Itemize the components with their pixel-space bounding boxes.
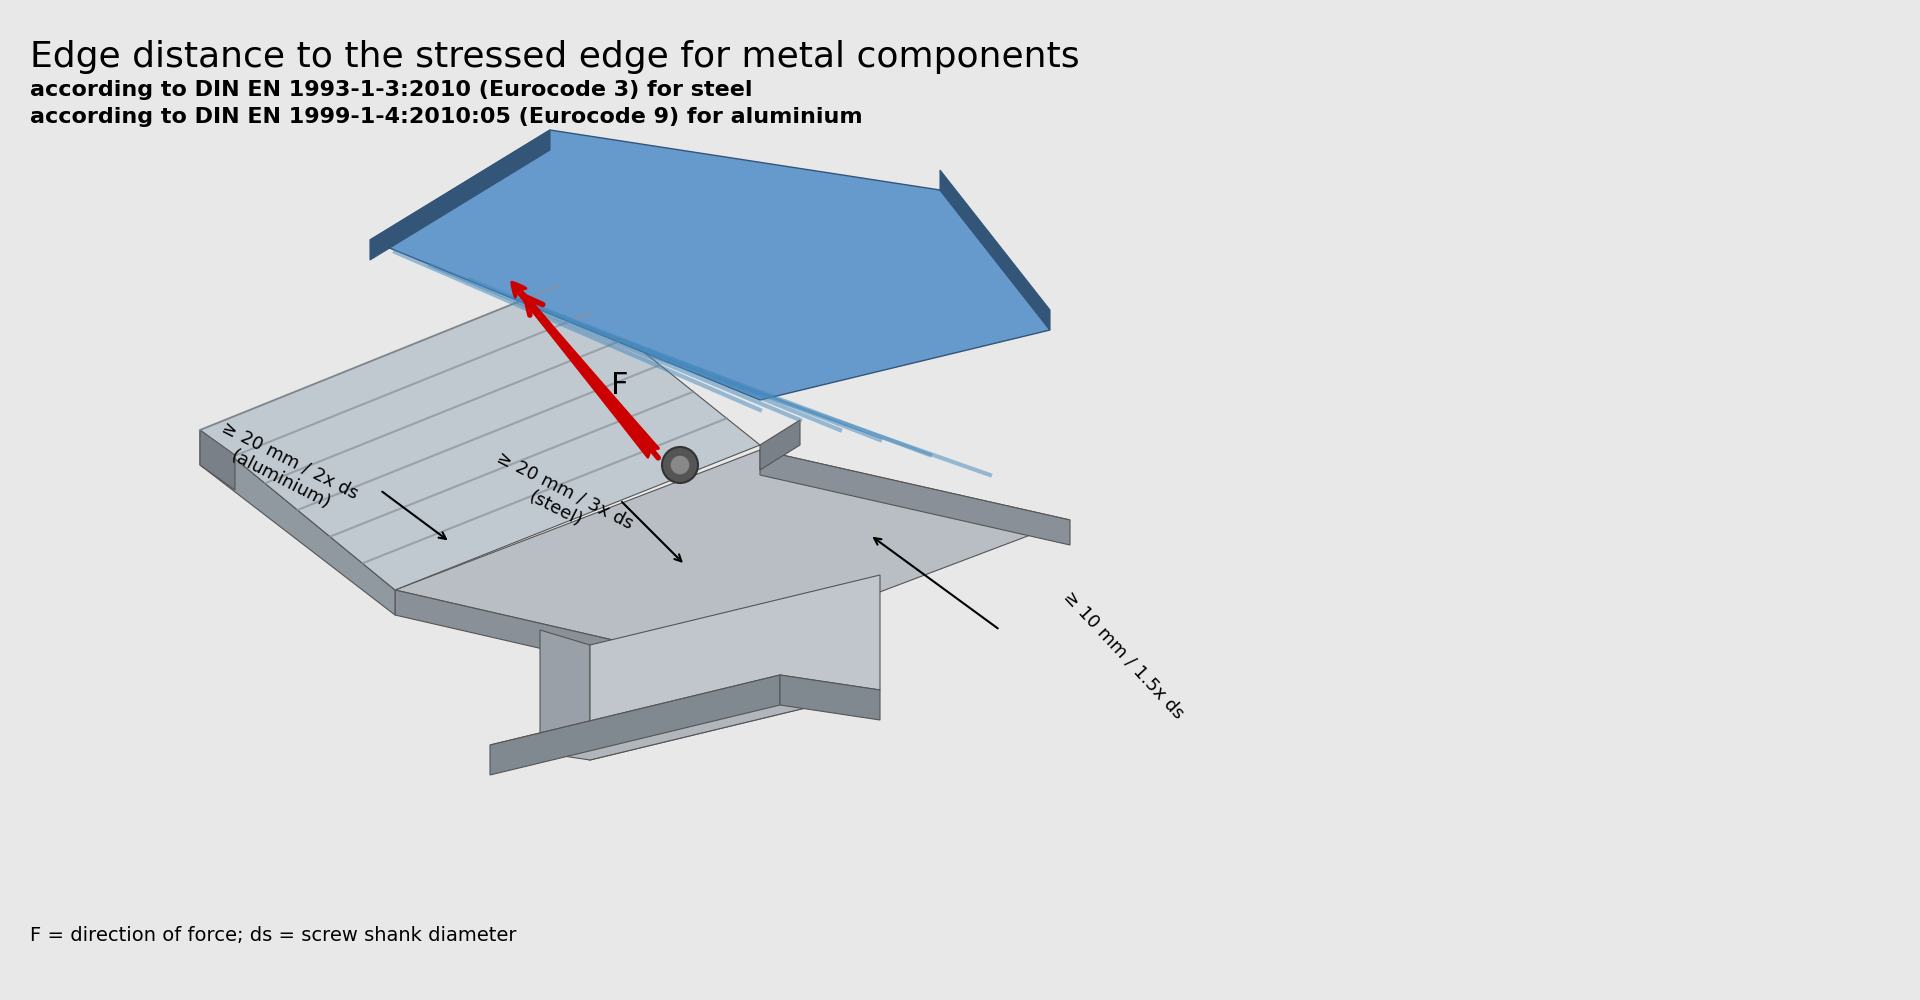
Polygon shape xyxy=(200,285,760,590)
Polygon shape xyxy=(200,430,234,490)
Polygon shape xyxy=(490,675,780,775)
Text: according to DIN EN 1999-1-4:2010:05 (Eurocode 9) for aluminium: according to DIN EN 1999-1-4:2010:05 (Eu… xyxy=(31,107,862,127)
Polygon shape xyxy=(760,450,1069,545)
Text: ≥ 10 mm / 1.5x ds: ≥ 10 mm / 1.5x ds xyxy=(1060,588,1187,722)
Polygon shape xyxy=(200,430,396,615)
Polygon shape xyxy=(760,420,801,470)
Polygon shape xyxy=(371,130,1050,400)
Text: Edge distance to the stressed edge for metal components: Edge distance to the stressed edge for m… xyxy=(31,40,1079,74)
Circle shape xyxy=(670,455,689,475)
Polygon shape xyxy=(540,630,589,760)
Text: ≥ 20 mm / 3x ds
(steel): ≥ 20 mm / 3x ds (steel) xyxy=(484,449,636,551)
Polygon shape xyxy=(396,450,1069,660)
Polygon shape xyxy=(780,675,879,720)
Polygon shape xyxy=(941,170,1050,330)
Polygon shape xyxy=(490,675,879,760)
Text: F: F xyxy=(611,370,628,399)
Text: ≥ 20 mm / 2x ds
(aluminium): ≥ 20 mm / 2x ds (aluminium) xyxy=(209,419,361,521)
Polygon shape xyxy=(589,575,879,760)
Text: F = direction of force; ds = screw shank diameter: F = direction of force; ds = screw shank… xyxy=(31,926,516,945)
Polygon shape xyxy=(371,130,549,260)
Polygon shape xyxy=(396,590,701,685)
Text: according to DIN EN 1993-1-3:2010 (Eurocode 3) for steel: according to DIN EN 1993-1-3:2010 (Euroc… xyxy=(31,80,753,100)
Circle shape xyxy=(662,447,699,483)
